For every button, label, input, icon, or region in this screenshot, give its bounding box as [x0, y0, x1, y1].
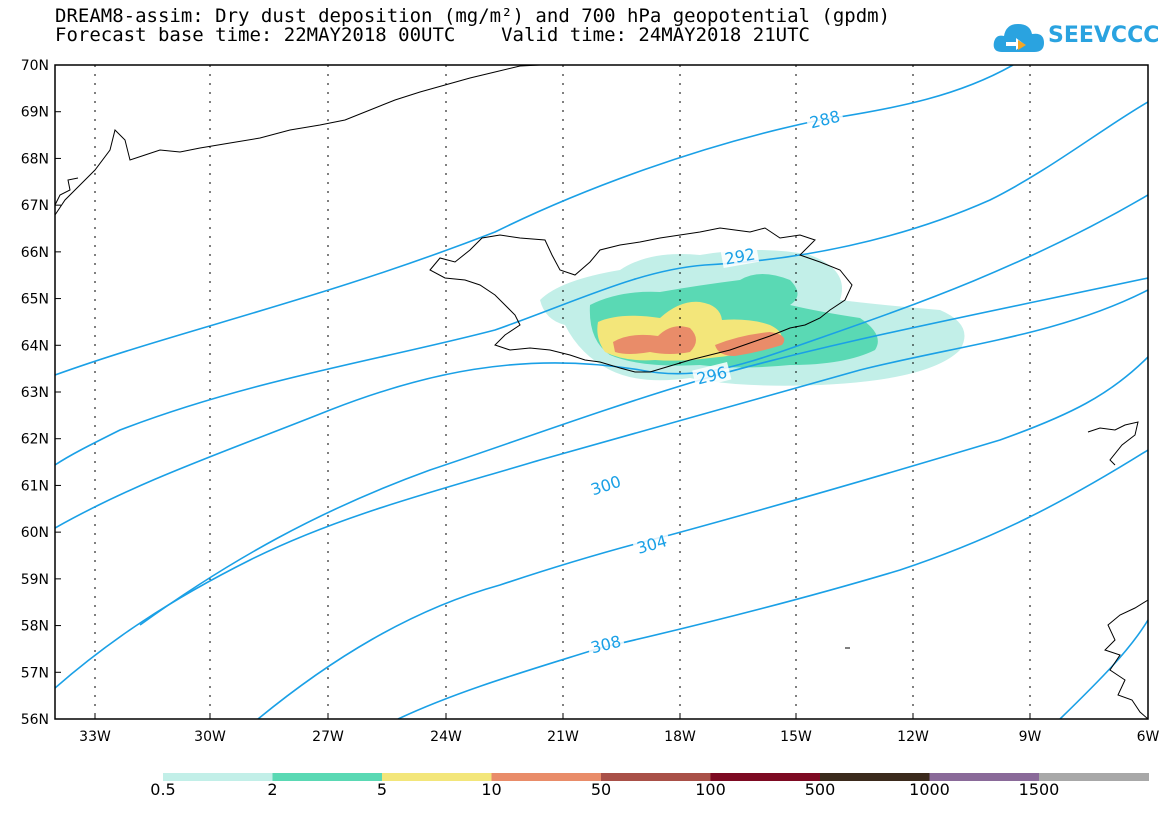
- svg-text:304: 304: [635, 531, 670, 558]
- latitude-label: 67N: [21, 198, 49, 214]
- latitude-labels: 70N 69N 68N 67N 66N 65N 64N 63N 62N 61N 60N 59N 58N 5…: [21, 58, 61, 728]
- legend-label: 1500: [1018, 780, 1060, 799]
- longitude-label: 27W: [312, 729, 344, 745]
- longitude-label: 6W: [1137, 729, 1160, 745]
- map-subtitle: Forecast base time: 22MAY2018 00UTC Vali…: [55, 24, 810, 46]
- legend-label: 10: [481, 780, 502, 799]
- legend-swatch: [710, 773, 821, 781]
- legend-label: 50: [590, 780, 612, 799]
- latitude-label: 65N: [21, 292, 49, 308]
- latitude-label: 56N: [21, 712, 49, 728]
- legend-label: 500: [804, 780, 836, 799]
- seevccc-logo: SEEVCCC: [992, 18, 1159, 58]
- legend-label: 5: [376, 780, 388, 799]
- logo-text: SEEVCCC: [1048, 23, 1160, 48]
- latitude-label: 63N: [21, 385, 49, 401]
- geopotential-contours: [55, 65, 1148, 719]
- longitude-label: 24W: [430, 729, 462, 745]
- latitude-label: 60N: [21, 525, 49, 541]
- contour-label: 304: [631, 530, 672, 558]
- longitude-label: 18W: [664, 729, 696, 745]
- graticule: [94, 65, 1031, 719]
- legend-swatch: [601, 773, 711, 781]
- legend-label: 1000: [909, 780, 950, 799]
- longitude-label: 9W: [1019, 729, 1042, 745]
- legend-swatch: [163, 773, 273, 781]
- legend-label: 0.5: [150, 780, 176, 799]
- legend-swatch: [491, 773, 602, 781]
- contour-label: 300: [585, 470, 626, 500]
- map-title: DREAM8-assim: Dry dust deposition (mg/m²…: [55, 5, 891, 27]
- latitude-label: 66N: [21, 245, 49, 261]
- latitude-label: 57N: [21, 665, 49, 681]
- longitude-label: 21W: [547, 729, 579, 745]
- longitude-labels: 33W 30W 27W 24W 21W 18W 15W 12W 9W 6W: [79, 713, 1160, 745]
- svg-text:300: 300: [588, 472, 623, 500]
- latitude-label: 70N: [21, 58, 49, 74]
- latitude-label: 69N: [21, 105, 49, 121]
- longitude-label: 33W: [79, 729, 111, 745]
- longitude-label: 30W: [194, 729, 226, 745]
- latitude-label: 62N: [21, 432, 49, 448]
- latitude-label: 64N: [21, 338, 49, 354]
- legend-swatch: [820, 773, 930, 781]
- latitude-label: 58N: [21, 619, 49, 635]
- dust-deposition-field: [540, 250, 965, 386]
- coastlines: [55, 65, 1148, 719]
- map-frame: [54, 64, 1149, 720]
- cloud-logo-icon: [993, 24, 1044, 52]
- latitude-label: 61N: [21, 478, 49, 494]
- legend-swatch: [929, 773, 1040, 781]
- legend-label: 2: [267, 780, 278, 799]
- longitude-label: 15W: [780, 729, 812, 745]
- legend-swatch: [1039, 773, 1149, 781]
- svg-text:288: 288: [808, 107, 842, 133]
- latitude-label: 59N: [21, 572, 49, 588]
- longitude-label: 12W: [897, 729, 929, 745]
- contour-label: 308: [586, 630, 626, 658]
- latitude-label: 68N: [21, 151, 49, 167]
- contour-label: 288: [805, 105, 845, 133]
- legend-swatch: [382, 773, 492, 781]
- legend-swatch: [272, 773, 383, 781]
- legend-label: 100: [695, 780, 726, 799]
- svg-text:308: 308: [589, 632, 623, 658]
- color-legend: [163, 773, 1149, 781]
